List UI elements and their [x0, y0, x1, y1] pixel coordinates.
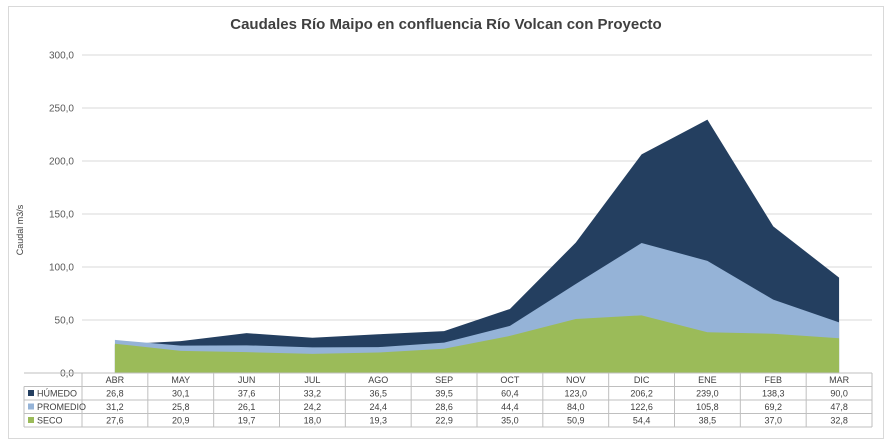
data-label: 105,8	[696, 402, 719, 412]
data-label: 26,1	[238, 402, 256, 412]
data-label: 50,9	[567, 416, 585, 426]
category-label: ABR	[106, 375, 125, 385]
y-tick-label: 150,0	[49, 210, 74, 221]
data-label: 28,6	[435, 402, 453, 412]
data-label: 20,9	[172, 416, 190, 426]
legend-key	[28, 417, 34, 423]
category-label: NOV	[566, 375, 586, 385]
data-label: 19,7	[238, 416, 256, 426]
data-label: 69,2	[764, 402, 782, 412]
data-label: 22,9	[435, 416, 453, 426]
category-label: DIC	[634, 375, 650, 385]
category-label: JUN	[238, 375, 256, 385]
data-label: 123,0	[564, 389, 587, 399]
data-label: 37,6	[238, 389, 256, 399]
data-label: 44,4	[501, 402, 519, 412]
data-label: 25,8	[172, 402, 190, 412]
category-label: OCT	[500, 375, 520, 385]
category-label: MAY	[171, 375, 190, 385]
data-label: 32,8	[830, 416, 848, 426]
data-label: 31,2	[106, 402, 124, 412]
category-label: SEP	[435, 375, 453, 385]
legend-key	[28, 403, 34, 410]
category-label: JUL	[304, 375, 320, 385]
data-label: 33,2	[304, 389, 322, 399]
data-label: 30,1	[172, 389, 190, 399]
category-label: MAR	[829, 375, 850, 385]
data-label: 39,5	[435, 389, 453, 399]
data-label: 37,0	[764, 416, 782, 426]
data-label: 27,6	[106, 416, 124, 426]
legend-label: PROMEDIO	[37, 402, 86, 412]
data-label: 24,4	[369, 402, 387, 412]
data-label: 54,4	[633, 416, 651, 426]
y-tick-label: 250,0	[49, 104, 74, 115]
category-label: ENE	[698, 375, 717, 385]
data-label: 206,2	[630, 389, 653, 399]
data-label: 24,2	[304, 402, 322, 412]
y-tick-label: 50,0	[55, 316, 75, 327]
data-label: 35,0	[501, 416, 519, 426]
data-label: 47,8	[830, 402, 848, 412]
data-label: 26,8	[106, 389, 124, 399]
category-label: FEB	[764, 375, 782, 385]
data-label: 18,0	[304, 416, 322, 426]
legend-label: SECO	[37, 416, 63, 426]
legend-label: HÚMEDO	[37, 389, 77, 399]
chart-title: Caudales Río Maipo en confluencia Río Vo…	[230, 16, 662, 33]
y-tick-label: 0,0	[60, 369, 74, 380]
y-tick-label: 300,0	[49, 51, 74, 62]
y-tick-label: 200,0	[49, 157, 74, 168]
y-tick-label: 100,0	[49, 263, 74, 274]
data-label: 38,5	[699, 416, 717, 426]
data-label: 60,4	[501, 389, 519, 399]
area-series-2	[114, 315, 840, 373]
data-label: 122,6	[630, 402, 653, 412]
legend-key	[28, 390, 34, 396]
data-label: 84,0	[567, 402, 585, 412]
data-label: 239,0	[696, 389, 719, 399]
data-label: 90,0	[830, 389, 848, 399]
data-label: 19,3	[369, 416, 387, 426]
category-label: AGO	[368, 375, 388, 385]
data-label: 138,3	[762, 389, 785, 399]
data-label: 36,5	[369, 389, 387, 399]
